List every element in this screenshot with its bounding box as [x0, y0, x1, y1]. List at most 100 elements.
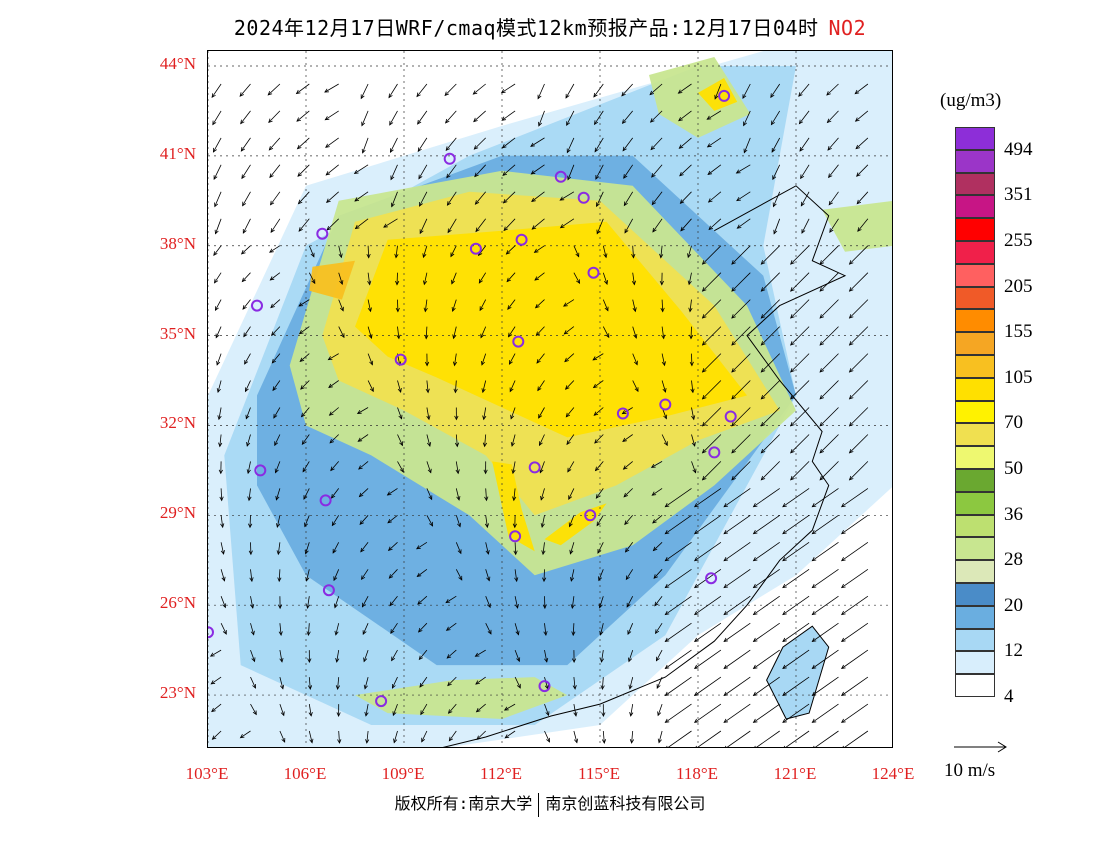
wind-arrow-head [454, 415, 459, 421]
map-title: 2024年12月17日WRF/cmaq模式12km预报产品:12月17日04时 N… [0, 12, 1100, 41]
wind-arrow [538, 110, 545, 127]
wind-arrow [812, 595, 839, 615]
wind-arrow [743, 110, 751, 126]
wind-arrow-head [752, 637, 758, 643]
wind-arrow [211, 83, 222, 98]
legend-swatch [955, 651, 995, 675]
wind-arrow-head [388, 93, 393, 99]
wind-arrow-head [650, 145, 656, 151]
wind-arrow [531, 218, 545, 230]
wind-arrow-head [622, 146, 627, 152]
wind-arrow-head [544, 657, 549, 663]
wind-arrow [571, 596, 575, 609]
wind-arrow-head [566, 440, 571, 446]
wind-arrow [753, 568, 780, 588]
wind-arrow [474, 164, 486, 177]
wind-arrow-head [391, 656, 396, 662]
wind-arrow [761, 407, 780, 427]
wind-arrow [358, 461, 369, 470]
wind-arrow [446, 649, 457, 659]
wind-arrow [731, 434, 751, 454]
wind-arrow [338, 299, 344, 311]
wind-arrow [753, 488, 780, 508]
wind-arrow [785, 730, 810, 747]
wind-arrow [362, 623, 369, 635]
wind-arrow [387, 488, 398, 496]
wind-arrow-head [310, 252, 315, 258]
wind-arrow [213, 245, 222, 256]
wind-arrow-head [840, 583, 846, 589]
wind-arrow [215, 326, 222, 338]
wind-arrow-head [664, 664, 670, 670]
wind-arrow-head [274, 441, 279, 447]
wind-arrow-head [446, 654, 452, 659]
wind-arrow-head [828, 173, 833, 179]
wind-arrow [595, 461, 604, 471]
wind-arrow-head [281, 737, 286, 743]
wind-arrow-head [633, 334, 638, 339]
wind-arrow-head [240, 146, 245, 152]
wind-arrow [214, 272, 222, 284]
wind-arrow-head [514, 577, 519, 583]
wind-arrow [819, 353, 839, 373]
wind-arrow-head [623, 492, 629, 498]
wind-arrow-head [239, 92, 244, 97]
wind-arrow [540, 488, 545, 501]
wind-arrow [509, 353, 516, 365]
title-text: 2024年12月17日WRF/cmaq模式12km预报产品:12月17日04时 [233, 16, 819, 40]
wind-arrow [396, 272, 398, 285]
wind-arrow-head [360, 547, 365, 553]
wind-arrow [475, 191, 487, 205]
wind-arrow [335, 623, 340, 635]
wind-arrow-head [218, 469, 223, 475]
wind-arrow-head [596, 521, 601, 527]
wind-arrow [247, 461, 251, 474]
wind-arrow-head [209, 652, 215, 657]
wind-arrow [827, 137, 839, 151]
wind-arrow-head [651, 173, 656, 178]
wind-arrow [665, 488, 692, 508]
wind-arrow [453, 326, 457, 339]
wind-arrow [600, 623, 604, 635]
wind-arrow-head [416, 572, 422, 578]
wind-arrow [328, 353, 339, 361]
wind-arrow-head [475, 227, 480, 233]
concentration-area-9 [649, 57, 751, 138]
wind-arrow-head [324, 116, 330, 121]
legend-swatch [955, 309, 995, 333]
wind-arrow-head [216, 388, 221, 393]
wind-arrow [245, 407, 251, 419]
wind-arrow [841, 595, 869, 615]
wind-arrow [331, 488, 340, 499]
wind-arrow-head [267, 91, 273, 96]
wind-arrow [632, 272, 635, 285]
wind-arrow-head [242, 305, 247, 310]
wind-arrow-head [473, 145, 479, 150]
wind-arrow-head [270, 228, 275, 233]
wind-arrow [334, 596, 340, 608]
wind-arrow [301, 407, 310, 417]
wind-arrow-head [245, 414, 250, 420]
wind-arrow-head [455, 469, 460, 475]
wind-arrow-head [848, 394, 854, 400]
wind-arrow [268, 110, 281, 123]
wind-arrow [661, 434, 668, 446]
wind-arrow-head [854, 89, 860, 95]
wind-arrow-head [603, 253, 608, 259]
wind-arrow [507, 299, 516, 310]
wind-arrow-head [559, 196, 565, 201]
wind-arrow [731, 272, 751, 292]
wind-arrow-head [736, 196, 741, 202]
wind-arrow [653, 569, 663, 579]
wind-arrow-head [340, 333, 345, 339]
wind-arrow [800, 191, 810, 206]
wind-arrow-head [364, 711, 369, 717]
wind-arrow [419, 218, 428, 234]
legend-label: 70 [1004, 412, 1023, 434]
wind-arrow-head [395, 280, 400, 286]
wind-arrow [220, 515, 224, 528]
wind-arrow-head [649, 118, 655, 123]
wind-arrow-head [597, 548, 602, 554]
wind-arrow [447, 676, 457, 686]
wind-arrow [782, 568, 810, 588]
